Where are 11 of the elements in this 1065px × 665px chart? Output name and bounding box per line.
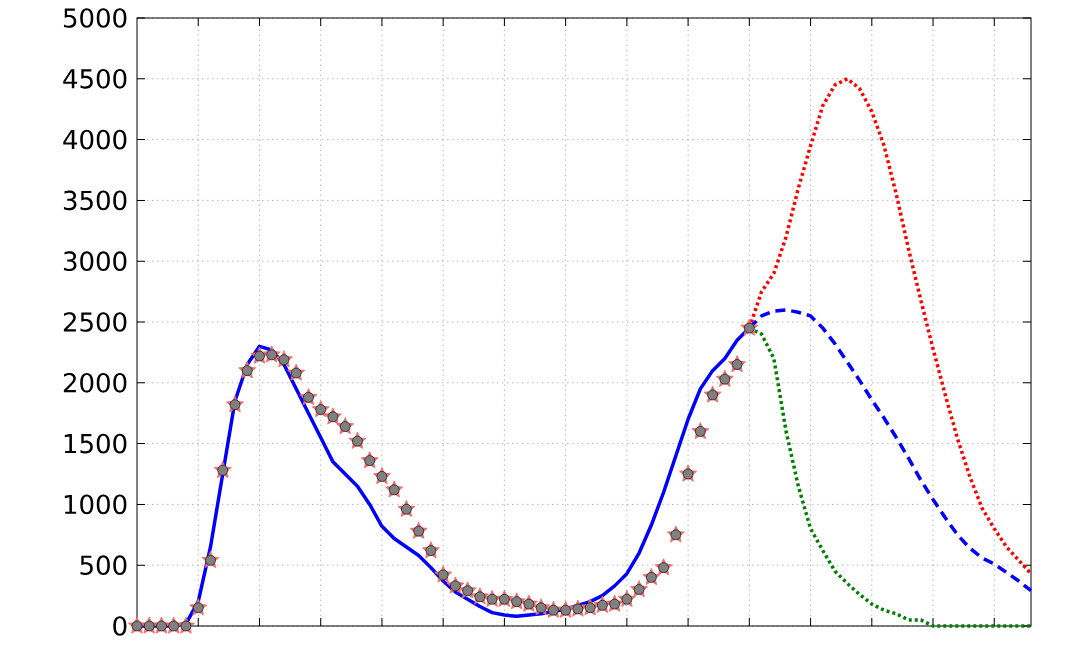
y-tick-label: 5000 bbox=[63, 8, 127, 28]
y-tick-label: 1000 bbox=[64, 494, 127, 515]
y-tick-label: 1500 bbox=[64, 433, 127, 454]
y-tick-label: 0 bbox=[113, 616, 127, 636]
y-tick-label: 2000 bbox=[63, 372, 127, 393]
y-tick-label: 3000 bbox=[63, 251, 127, 272]
y-tick-label: 2500 bbox=[63, 312, 127, 332]
y-tick-label: 3500 bbox=[63, 190, 127, 211]
y-tick-label: 500 bbox=[80, 555, 127, 576]
y-tick-label: 4500 bbox=[63, 68, 127, 89]
y-tick-label: 4000 bbox=[63, 129, 127, 150]
